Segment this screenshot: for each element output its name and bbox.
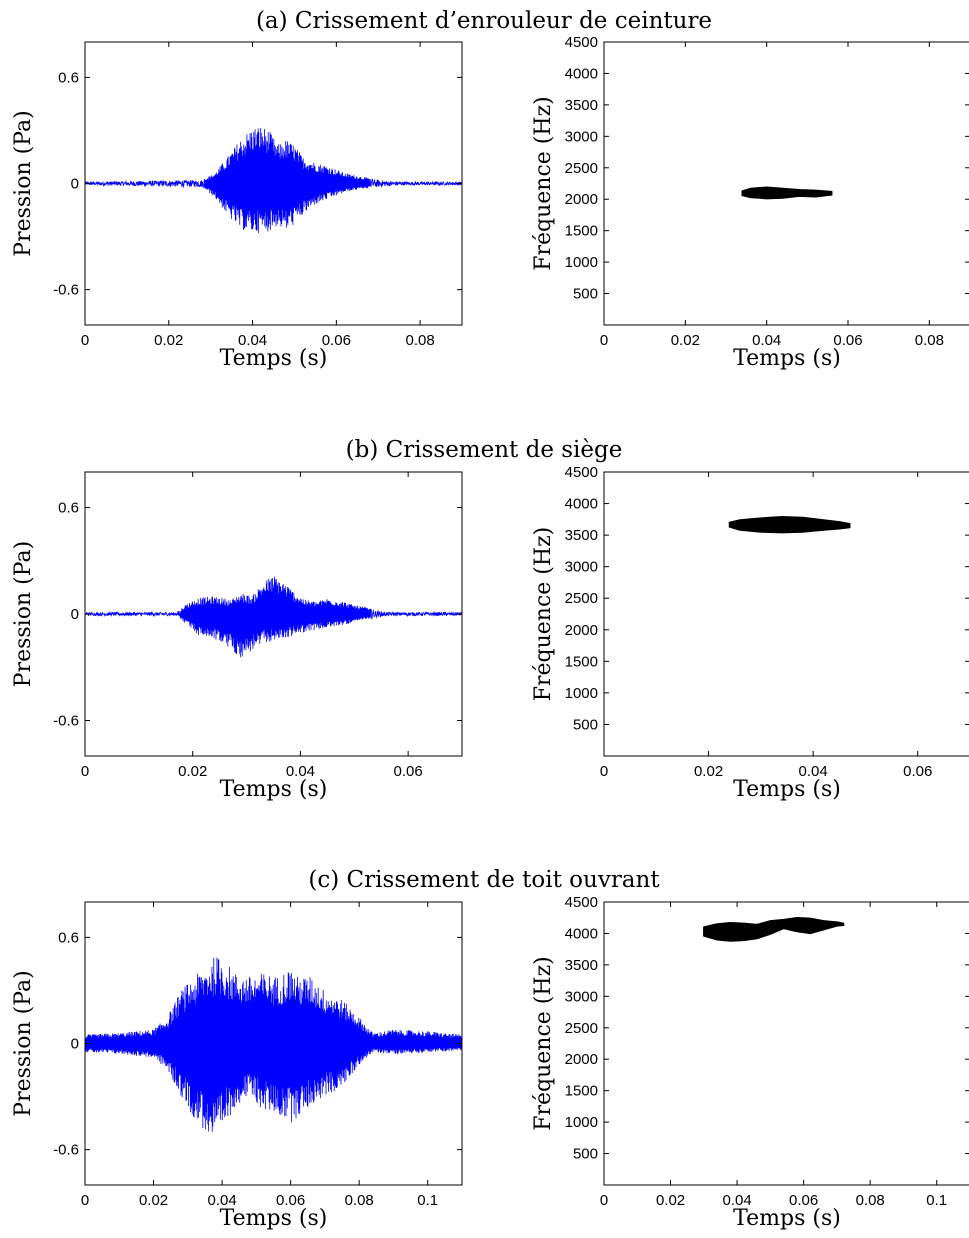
panel-c-spectrogram-xtick-label: 0.08 (856, 1192, 885, 1209)
panel-a-pressure-ytick-label: 0.6 (58, 69, 79, 86)
panel-a-spectrogram-ytick-label: 2500 (565, 160, 598, 177)
panel-b-spectrogram-ytick-label: 2500 (565, 590, 598, 607)
panel-c-pressure-ytick-label: 0 (71, 1036, 79, 1053)
panel-b-spectrogram-energy-region (728, 516, 851, 534)
panel-a-spectrogram-axes-box (603, 41, 969, 326)
panel-a-spectrogram-xtick-label: 0.06 (833, 332, 862, 349)
panel-a-title: (a) Crissement d’enrouleur de ceinture (256, 8, 712, 34)
panel-c-spectrogram-xtick-label: 0.06 (789, 1192, 818, 1209)
panel-b-pressure-ytick-label: 0 (71, 606, 79, 623)
panel-b-spectrogram-ytick-label: 3500 (565, 527, 598, 544)
panel-c-spectrogram-chart: 0 0.02 0.04 0.06 0.08 0.1 500 1000 1500 2000 2500 3… (531, 894, 969, 1231)
panel-c-spectrogram-ytick-label: 500 (573, 1146, 598, 1163)
panel-a-spectrogram-ytick-label: 3000 (565, 128, 598, 145)
panel-a-spectrogram-ytick-label: 500 (573, 286, 598, 303)
panel-a-pressure-ylabel: Pression (Pa) (11, 110, 36, 256)
panel-b-spectrogram-chart: 0 0.02 0.04 0.06 500 1000 1500 2000 2500 3000 3500… (531, 464, 969, 802)
panel-a-pressure-xtick-label: 0.02 (154, 332, 183, 349)
panel-c-spectrogram-energy-region (703, 916, 845, 942)
panel-a-spectrogram-ytick-label: 2000 (565, 191, 598, 208)
panel-b-spectrogram-xlabel: Temps (s) (733, 777, 841, 802)
panel-b-spectrogram-xtick-label: 0.02 (694, 763, 723, 780)
panel-c-pressure-xtick-label: 0.06 (276, 1192, 305, 1209)
panel-b-pressure-ylabel: Pression (Pa) (11, 541, 36, 687)
panel-c-pressure-signal-line (84, 957, 463, 1132)
panel-b-pressure-chart: (b) Crissement de siège 0 0.02 0.04 0.06 -0.6… (11, 437, 622, 802)
panel-c-spectrogram-xtick-label: 0.02 (656, 1192, 685, 1209)
panel-b-spectrogram-ytick-label: 500 (573, 716, 598, 733)
panel-a-spectrogram-ylabel: Fréquence (Hz) (531, 96, 556, 271)
panel-b-spectrogram-ytick-label: 4500 (565, 464, 598, 481)
panel-b-title: (b) Crissement de siège (346, 437, 623, 463)
panel-b-spectrogram-xtick-label: 0.04 (799, 763, 828, 780)
panel-c-spectrogram-ytick-label: 3000 (565, 988, 598, 1005)
panel-b-pressure-xlabel: Temps (s) (220, 777, 328, 802)
panel-a-pressure-xtick-label: 0.08 (406, 332, 435, 349)
panel-c-spectrogram-axes-box (603, 901, 969, 1186)
panel-c-spectrogram-xtick-label: 0 (600, 1192, 608, 1209)
panel-c-pressure-xtick-label: 0.02 (139, 1192, 168, 1209)
panel-c-pressure-xlabel: Temps (s) (220, 1206, 328, 1231)
panel-c-pressure-xtick-label: 0.08 (345, 1192, 374, 1209)
panel-c-title: (c) Crissement de toit ouvrant (308, 867, 660, 893)
panel-c-pressure-chart: (c) Crissement de toit ouvrant 0 0.02 0.04 0… (11, 867, 660, 1231)
panel-c-spectrogram-ytick-label: 1000 (565, 1114, 598, 1131)
panel-b-spectrogram-ylabel: Fréquence (Hz) (531, 527, 556, 702)
panel-a-spectrogram-ytick-label: 1000 (565, 254, 598, 271)
panel-a-spectrogram-ytick-label: 1500 (565, 223, 598, 240)
panel-b-pressure-signal-line (84, 576, 463, 658)
panel-a-spectrogram-energy-region (741, 186, 833, 200)
panel-a-spectrogram-ytick-label: 3500 (565, 97, 598, 114)
panel-b-pressure-xtick-label: 0.06 (394, 763, 423, 780)
panel-c-spectrogram-ytick-label: 2000 (565, 1051, 598, 1068)
panel-c-spectrogram-ytick-label: 3500 (565, 957, 598, 974)
panel-c-spectrogram-ytick-label: 4500 (565, 894, 598, 911)
panel-c-pressure-xtick-label: 0.04 (207, 1192, 236, 1209)
panel-c-pressure-xtick-label: 0 (81, 1192, 89, 1209)
panel-a-spectrogram-ytick-label: 4000 (565, 65, 598, 82)
panel-c-pressure-xtick-label: 0.1 (417, 1192, 438, 1209)
panel-b-pressure-ytick-label: 0.6 (58, 500, 79, 517)
panel-a-spectrogram-xlabel: Temps (s) (733, 346, 841, 371)
panel-a-pressure-ytick-label: 0 (71, 176, 79, 193)
panel-b-spectrogram-xtick-label: 0.06 (903, 763, 932, 780)
panel-b-spectrogram-ytick-label: 4000 (565, 496, 598, 513)
panel-a-pressure-xtick-label: 0.04 (238, 332, 267, 349)
panel-a-spectrogram-xtick-label: 0.04 (752, 332, 781, 349)
panel-a-pressure-xlabel: Temps (s) (220, 346, 328, 371)
panel-a-spectrogram-chart: 0 0.02 0.04 0.06 0.08 500 1000 1500 2000 2500 3000… (531, 34, 969, 371)
panel-c-spectrogram-ylabel: Fréquence (Hz) (531, 956, 556, 1131)
panel-b-pressure-xtick-label: 0.02 (178, 763, 207, 780)
panel-c-pressure-ytick-label: 0.6 (58, 929, 79, 946)
panel-c-spectrogram-ytick-label: 1500 (565, 1083, 598, 1100)
panel-b-spectrogram-ytick-label: 3000 (565, 559, 598, 576)
panel-b-spectrogram-xtick-label: 0 (600, 763, 608, 780)
panel-c-pressure-ytick-label: -0.6 (53, 1142, 79, 1159)
panel-c-spectrogram-xtick-label: 0.04 (722, 1192, 751, 1209)
panel-a-spectrogram-ytick-label: 4500 (565, 34, 598, 51)
panel-b-spectrogram-ytick-label: 1000 (565, 685, 598, 702)
panel-a-spectrogram-xtick-label: 0.08 (915, 332, 944, 349)
panel-c-pressure-ylabel: Pression (Pa) (11, 970, 36, 1116)
panel-b-pressure-xtick-label: 0.04 (286, 763, 315, 780)
panel-c-spectrogram-xtick-label: 0.1 (926, 1192, 947, 1209)
panel-a-spectrogram-xtick-label: 0 (600, 332, 608, 349)
panel-a-pressure-signal-line (84, 127, 463, 233)
panel-b-pressure-ytick-label: -0.6 (53, 713, 79, 730)
panel-b-spectrogram-axes-box (603, 471, 969, 757)
panel-a-pressure-chart: (a) Crissement d’enrouleur de ceinture 0 0… (11, 8, 712, 371)
panel-c-spectrogram-xlabel: Temps (s) (733, 1206, 841, 1231)
panel-c-spectrogram-ytick-label: 4000 (565, 925, 598, 942)
panel-a-pressure-ytick-label: -0.6 (53, 282, 79, 299)
panel-a-spectrogram-xtick-label: 0.02 (671, 332, 700, 349)
panel-c-spectrogram-ytick-label: 2500 (565, 1020, 598, 1037)
panel-b-pressure-xtick-label: 0 (81, 763, 89, 780)
panel-b-spectrogram-ytick-label: 2000 (565, 622, 598, 639)
panel-a-pressure-xtick-label: 0.06 (322, 332, 351, 349)
panel-b-spectrogram-ytick-label: 1500 (565, 653, 598, 670)
panel-a-pressure-xtick-label: 0 (81, 332, 89, 349)
